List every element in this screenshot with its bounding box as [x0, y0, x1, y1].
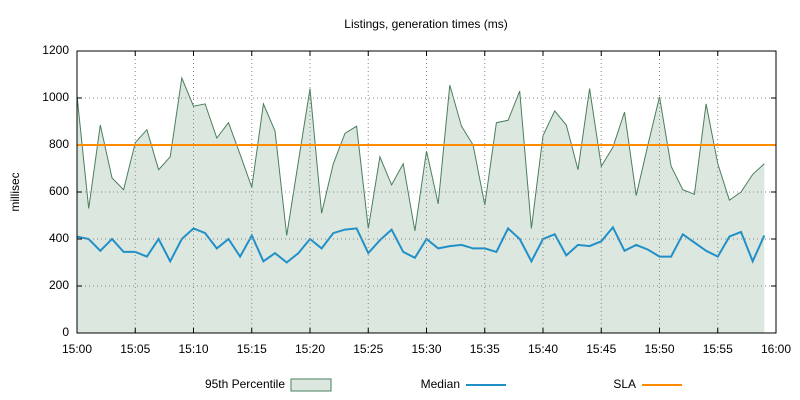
- y-tick-label: 800: [49, 137, 69, 151]
- x-tick-label: 15:35: [470, 342, 500, 356]
- y-tick-label: 600: [49, 184, 69, 198]
- x-tick-label: 16:00: [761, 342, 791, 356]
- y-tick-label: 1000: [42, 90, 69, 104]
- x-tick-label: 15:55: [703, 342, 733, 356]
- area-outline: [76, 76, 765, 236]
- legend-label: Median: [421, 377, 460, 391]
- x-tick-label: 15:25: [353, 342, 383, 356]
- x-tick-label: 15:00: [62, 342, 92, 356]
- y-axis-label: millisec: [8, 172, 22, 211]
- x-tick-label: 15:10: [178, 342, 208, 356]
- legend-label: SLA: [613, 377, 636, 391]
- x-tick-label: 15:40: [528, 342, 558, 356]
- legend-label: 95th Percentile: [205, 377, 285, 391]
- y-tick-label: 1200: [42, 43, 69, 57]
- y-tick-label: 200: [49, 278, 69, 292]
- x-tick-label: 15:20: [295, 342, 325, 356]
- chart-title: Listings, generation times (ms): [344, 17, 507, 31]
- plot-frame: [76, 50, 777, 334]
- x-tick-label: 15:45: [586, 342, 616, 356]
- area-fill: [77, 78, 765, 333]
- x-tick-label: 15:50: [644, 342, 674, 356]
- x-tick-label: 15:05: [120, 342, 150, 356]
- y-tick-label: 400: [49, 231, 69, 245]
- legend-swatch: [290, 378, 332, 392]
- x-tick-label: 15:30: [411, 342, 441, 356]
- y-tick-label: 0: [62, 325, 69, 339]
- x-tick-label: 15:15: [237, 342, 267, 356]
- line: [76, 225, 766, 264]
